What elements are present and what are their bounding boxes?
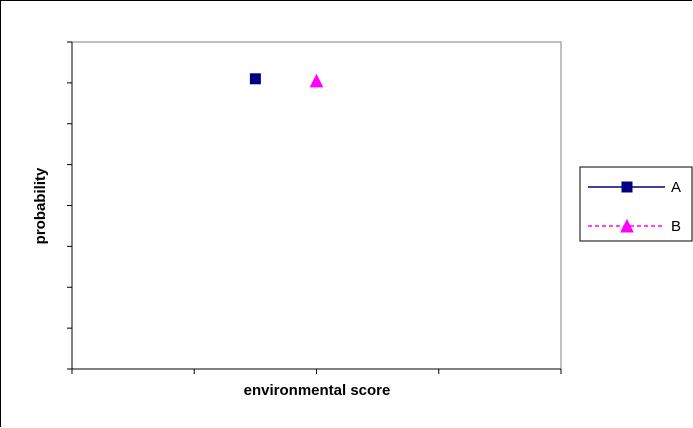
data-point-a bbox=[249, 73, 261, 85]
data-point-b bbox=[309, 73, 324, 88]
y-axis-title: probability bbox=[32, 167, 49, 244]
legend-label-a: A bbox=[671, 179, 681, 196]
x-axis-title: environmental score bbox=[244, 382, 391, 399]
legend-label-b: B bbox=[671, 218, 681, 235]
legend-marker-a bbox=[621, 181, 633, 193]
legend-box bbox=[579, 166, 693, 242]
plot-area bbox=[71, 41, 562, 370]
plot-area-group bbox=[67, 41, 562, 374]
legend: AB bbox=[579, 166, 693, 242]
legend-marker-b bbox=[620, 218, 634, 233]
